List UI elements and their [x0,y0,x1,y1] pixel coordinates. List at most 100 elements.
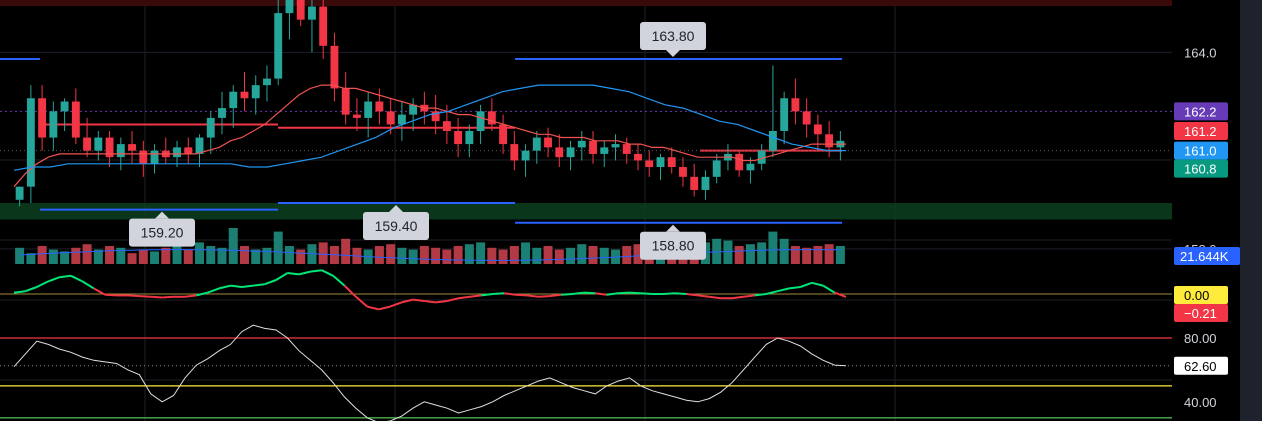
osc1-segment [287,272,300,276]
volume-bar [48,249,58,264]
osc1-segment [47,276,60,283]
candle-body [712,160,721,177]
candle-body [780,98,789,131]
candle-body [577,140,586,148]
osc1-segment [70,274,83,283]
volume-bar [442,249,452,264]
volume-bar [408,249,418,264]
volume-badge: 21.644K [1174,247,1240,265]
volume-bar [161,247,171,264]
volume-bar [453,246,463,264]
osc1-segment [321,269,334,277]
volume-badge-label: 21.644K [1180,249,1229,264]
callout-box [129,218,195,247]
candle-body [600,147,609,154]
candle-body [352,114,361,118]
candle-body [679,167,687,177]
candle-body [768,131,777,151]
volume-bar [723,240,733,264]
volume-bar [206,246,216,264]
osc1-segment [492,292,505,295]
vertical-scrollbar[interactable] [1240,0,1262,421]
osc2-badge: 62.60 [1174,356,1228,375]
osc1-segment [343,284,357,298]
candle-body [105,137,114,158]
osc1-segment [105,293,117,297]
candle-body [263,78,271,86]
osc1-segment [367,305,379,311]
price-badge-1-label: 161.2 [1184,124,1217,139]
candle-body [296,0,305,20]
volume-bar [37,246,47,264]
osc1-segment [549,293,562,298]
volume-bars [15,228,845,264]
callout-pointer [666,49,680,57]
osc1-segment [765,290,778,295]
candle-body [735,153,744,171]
volume-bar [757,242,767,264]
osc1-segment [412,298,425,302]
osc1-segment [184,294,197,298]
candle-body [218,108,226,118]
volume-bar [577,244,587,264]
callout-label: 159.40 [375,218,418,234]
callout-2: 159.40 [363,205,429,241]
osc1-segment [617,291,630,295]
volume-bar [71,247,81,264]
candle-body [240,91,249,99]
osc1-segment [595,292,607,296]
price-badge-1: 161.2 [1174,122,1228,140]
candle-body [521,150,530,161]
volume-bar [588,246,598,264]
osc1-segment [241,284,254,288]
osc1-badge-zero-bg [1174,286,1228,304]
price-badge-1-bg [1174,122,1228,140]
volume-bar [60,251,70,264]
candle-body [454,131,463,145]
osc1-segment [686,293,698,297]
volume-bar [93,249,103,264]
volume-bar [183,249,193,264]
osc1-segment [218,284,231,290]
osc2-badge-label: 62.60 [1184,359,1217,374]
callout-box [640,21,706,50]
candle-body [139,150,148,164]
candle-body [532,137,541,151]
price-badge-0: 162.2 [1174,102,1228,121]
osc1-badge-value-bg [1174,304,1228,322]
candle-body [15,186,24,200]
volume-bar [318,242,328,264]
volume-bar [397,247,407,264]
volume-bar [228,228,238,264]
osc1-segment [196,291,208,297]
osc1-segment [139,295,151,298]
ma-blue-line [13,84,846,171]
callout-pointer [389,205,403,213]
volume-bar [26,253,36,264]
candle-body [510,144,519,161]
price-axis: 164.0158.0162.2161.2161.0160.821.644K0.0… [1174,45,1240,410]
volume-bar [82,244,92,264]
osc1-segment [663,292,676,295]
candle-body [566,147,575,158]
osc1-segment [731,295,744,300]
candle-body [499,124,508,145]
volume-bar [824,244,834,264]
candle-body [611,144,620,148]
callout-pointer [155,211,169,219]
osc1-segment [788,286,801,290]
osc2-line [13,324,847,421]
callout-1: 159.20 [129,211,195,247]
volume-bar [768,231,778,264]
osc1-segment [709,295,721,300]
osc1-segment [207,287,220,294]
osc1-segment [777,287,790,293]
osc1-segment [81,280,95,290]
callout-pointer [666,224,680,232]
osc1-segment [503,292,516,296]
volume-bar [543,246,553,264]
volume-bar [262,247,272,264]
callout-label: 158.80 [652,238,695,254]
volume-bar [554,249,564,264]
